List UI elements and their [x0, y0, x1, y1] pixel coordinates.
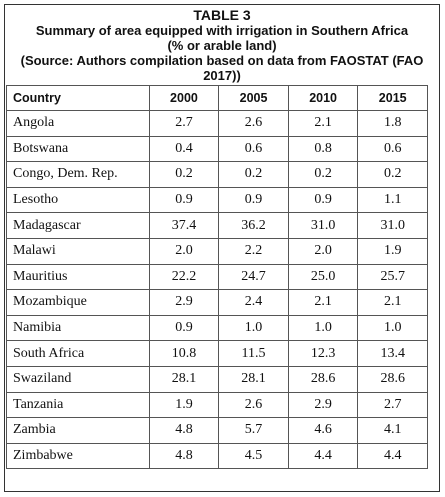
- value-cell: 31.0: [357, 212, 428, 239]
- table-row: Congo, Dem. Rep. 0.2 0.2 0.2 0.2: [6, 161, 428, 188]
- country-cell: Swaziland: [6, 365, 150, 393]
- value-cell: 0.9: [287, 186, 359, 214]
- table-row: Lesotho 0.9 0.9 0.9 1.1: [6, 186, 428, 214]
- value-cell: 31.0: [287, 212, 359, 239]
- value-cell: 11.5: [218, 340, 289, 367]
- value-cell: 1.8: [357, 110, 428, 137]
- value-cell: 28.6: [357, 365, 428, 393]
- value-cell: 0.2: [218, 161, 289, 188]
- header-2010: 2010: [287, 85, 359, 111]
- value-cell: 4.1: [357, 417, 428, 444]
- value-cell: 1.9: [148, 391, 220, 419]
- table-caption: TABLE 3 Summary of area equipped with ir…: [5, 5, 439, 84]
- header-2000: 2000: [148, 85, 220, 111]
- value-cell: 1.1: [357, 186, 428, 214]
- value-cell: 0.8: [287, 135, 359, 163]
- country-cell: Zimbabwe: [6, 442, 150, 470]
- value-cell: 0.4: [148, 135, 220, 163]
- value-cell: 0.6: [218, 135, 289, 163]
- header-2005: 2005: [218, 85, 289, 111]
- table-subtitle: Summary of area equipped with irrigation…: [35, 23, 409, 38]
- value-cell: 0.9: [148, 186, 220, 214]
- table-row: Swaziland 28.1 28.1 28.6 28.6: [6, 365, 428, 393]
- country-cell: Mauritius: [6, 263, 150, 291]
- country-cell: Madagascar: [6, 212, 150, 239]
- value-cell: 2.6: [218, 391, 289, 419]
- table-row: Zambia 4.8 5.7 4.6 4.1: [6, 417, 428, 444]
- value-cell: 10.8: [148, 340, 220, 367]
- table-row: Mauritius 22.2 24.7 25.0 25.7: [6, 263, 428, 291]
- value-cell: 25.0: [287, 263, 359, 291]
- value-cell: 2.2: [218, 237, 289, 265]
- table-body: Angola 2.7 2.6 2.1 1.8 Botswana 0.4 0.6 0.8 0.6 Co…: [6, 110, 428, 470]
- table-row: Malawi 2.0 2.2 2.0 1.9: [6, 237, 428, 265]
- value-cell: 2.9: [287, 391, 359, 419]
- value-cell: 37.4: [148, 212, 220, 239]
- country-cell: Malawi: [6, 237, 150, 265]
- table-row: Mozambique 2.9 2.4 2.1 2.1: [6, 289, 428, 316]
- value-cell: 28.6: [287, 365, 359, 393]
- table-title: TABLE 3: [193, 7, 251, 23]
- header-2015: 2015: [357, 85, 428, 111]
- value-cell: 25.7: [357, 263, 428, 291]
- value-cell: 4.8: [148, 442, 220, 470]
- value-cell: 22.2: [148, 263, 220, 291]
- value-cell: 0.9: [148, 314, 220, 342]
- value-cell: 2.1: [287, 110, 359, 137]
- value-cell: 2.1: [357, 289, 428, 316]
- value-cell: 0.2: [357, 161, 428, 188]
- value-cell: 2.9: [148, 289, 220, 316]
- value-cell: 2.0: [148, 237, 220, 265]
- country-cell: Namibia: [6, 314, 150, 342]
- value-cell: 0.2: [287, 161, 359, 188]
- value-cell: 1.0: [218, 314, 289, 342]
- value-cell: 4.4: [357, 442, 428, 470]
- value-cell: 2.7: [148, 110, 220, 137]
- value-cell: 4.6: [287, 417, 359, 444]
- header-row: Country 2000 2005 2010 2015: [6, 85, 428, 111]
- country-cell: Congo, Dem. Rep.: [6, 161, 150, 188]
- country-cell: Mozambique: [6, 289, 150, 316]
- value-cell: 5.7: [218, 417, 289, 444]
- table-row: Botswana 0.4 0.6 0.8 0.6: [6, 135, 428, 163]
- value-cell: 4.8: [148, 417, 220, 444]
- country-cell: Angola: [6, 110, 150, 137]
- value-cell: 13.4: [357, 340, 428, 367]
- value-cell: 36.2: [218, 212, 289, 239]
- country-cell: Tanzania: [6, 391, 150, 419]
- value-cell: 2.7: [357, 391, 428, 419]
- table-row: Tanzania 1.9 2.6 2.9 2.7: [6, 391, 428, 419]
- country-cell: Zambia: [6, 417, 150, 444]
- table-units: (% or arable land): [167, 38, 277, 53]
- value-cell: 1.0: [287, 314, 359, 342]
- header-country: Country: [6, 85, 150, 111]
- country-cell: South Africa: [6, 340, 150, 367]
- value-cell: 28.1: [148, 365, 220, 393]
- value-cell: 0.6: [357, 135, 428, 163]
- irrigation-table: Country 2000 2005 2010 2015 Angola 2.7 2.6…: [6, 85, 428, 470]
- value-cell: 28.1: [218, 365, 289, 393]
- value-cell: 1.9: [357, 237, 428, 265]
- value-cell: 1.0: [357, 314, 428, 342]
- value-cell: 4.4: [287, 442, 359, 470]
- value-cell: 2.6: [218, 110, 289, 137]
- value-cell: 4.5: [218, 442, 289, 470]
- table-source: (Source: Authors compilation based on da…: [20, 53, 424, 83]
- table-row: Angola 2.7 2.6 2.1 1.8: [6, 110, 428, 137]
- value-cell: 12.3: [287, 340, 359, 367]
- table-row: Namibia 0.9 1.0 1.0 1.0: [6, 314, 428, 342]
- table-row: Madagascar 37.4 36.2 31.0 31.0: [6, 212, 428, 239]
- country-cell: Lesotho: [6, 186, 150, 214]
- table-row: South Africa 10.8 11.5 12.3 13.4: [6, 340, 428, 367]
- table-row: Zimbabwe 4.8 4.5 4.4 4.4: [6, 442, 428, 470]
- value-cell: 24.7: [218, 263, 289, 291]
- value-cell: 2.0: [287, 237, 359, 265]
- value-cell: 0.9: [218, 186, 289, 214]
- country-cell: Botswana: [6, 135, 150, 163]
- value-cell: 2.4: [218, 289, 289, 316]
- value-cell: 0.2: [148, 161, 220, 188]
- value-cell: 2.1: [287, 289, 359, 316]
